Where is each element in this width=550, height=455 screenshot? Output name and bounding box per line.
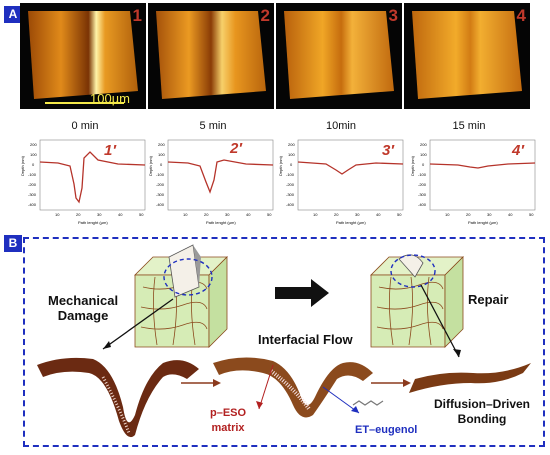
xtick: 30 [97,212,102,217]
afm-number-2: 2 [260,6,270,25]
ytick: -300 [418,192,427,197]
afm-image-2: 2 [148,3,274,109]
xtick: 10 [313,212,318,217]
afm-image-3: 3 [276,3,402,109]
afm-number-4: 4 [516,6,526,25]
ytick: -300 [286,192,295,197]
ytick: 200 [30,142,37,147]
time-label-10: 10min [326,120,356,132]
label-repair: Repair [468,292,509,307]
afm-number-1: 1 [132,6,142,25]
ytick: 100 [30,152,37,157]
ytick: -400 [286,202,295,207]
time-label-15: 15 min [452,120,486,132]
xtick: 50 [529,212,534,217]
xtick: 50 [267,212,272,217]
xtick: 50 [397,212,402,217]
xtick: 20 [76,212,81,217]
time-label-5: 5 min [199,120,227,132]
flow-arrow-icon [213,379,221,387]
ytick: 100 [288,152,295,157]
interfacial-surface [213,357,384,418]
xtick: 40 [376,212,381,217]
ytick: 100 [420,152,427,157]
ytick: -100 [418,172,427,177]
ytick: 100 [158,152,165,157]
xtick: 20 [466,212,471,217]
profile-label-3: 3′ [382,142,394,159]
profile-xlabel: Path lenght (µm) [468,220,498,225]
xtick: 40 [246,212,251,217]
profile-ylabel: Depth (nm) [410,155,415,176]
xtick: 40 [508,212,513,217]
xtick: 40 [118,212,123,217]
afm-number-3: 3 [388,6,398,25]
transition-arrow-icon [275,279,329,307]
ytick: -300 [156,192,165,197]
panel-b-badge: B [4,235,22,252]
profile-label-2: 2′ [230,140,242,157]
profile-ylabel: Depth (nm) [148,155,153,176]
ytick: -400 [28,202,37,207]
label-mechanical-damage: Mechanical Damage [48,293,119,323]
scale-bar-label: 100µm [90,91,131,106]
ytick: 200 [420,142,427,147]
ytick: -200 [156,182,165,187]
xtick: 10 [55,212,60,217]
label-et-eugenol: ET–eugenol [355,424,418,436]
xtick: 30 [487,212,492,217]
ytick: 0 [422,162,425,167]
profile-xlabel: Path lenght (µm) [78,220,108,225]
ytick: -400 [418,202,427,207]
ytick: 200 [158,142,165,147]
xtick: 20 [204,212,209,217]
panel-b-illustration [37,244,531,438]
ytick: -200 [286,182,295,187]
panel-b-frame [23,237,545,447]
depth-profile-1: Depth (nm) Path lenght (µm) 10 20 30 40 … [18,136,149,228]
ytick: -400 [156,202,165,207]
ytick: 0 [160,162,163,167]
repaired-cube [370,254,464,358]
depth-profile-3: Depth (nm) Path lenght (µm) 10 20 30 40 … [276,136,407,228]
profile-xlabel: Path lenght (µm) [336,220,366,225]
ytick: 0 [32,162,35,167]
xtick: 10 [183,212,188,217]
ytick: -200 [418,182,427,187]
afm-image-4: 4 [404,3,530,109]
ytick: 0 [290,162,293,167]
panel-a-badge: A [4,6,22,23]
label-peso-matrix: p–ESO matrix [210,407,247,434]
bond-arrow-icon [403,379,411,387]
afm-image-1: 1 100µm [20,3,146,109]
ytick: -100 [286,172,295,177]
profile-label-1: 1′ [104,142,116,159]
time-label-0: 0 min [71,120,99,132]
xtick: 20 [334,212,339,217]
profile-label-4: 4′ [512,142,524,159]
bonded-surface [409,363,531,393]
depth-profile-4: Depth (nm) Path lenght (µm) 10 20 30 40 … [408,136,539,228]
label-interfacial-flow: Interfacial Flow [258,332,353,347]
xtick: 30 [225,212,230,217]
depth-profile-2: Depth (nm) Path lenght (µm) 10 20 30 40 … [146,136,277,228]
ytick: -100 [156,172,165,177]
profile-xlabel: Path lenght (µm) [206,220,236,225]
xtick: 50 [139,212,144,217]
xtick: 30 [355,212,360,217]
xtick: 10 [445,212,450,217]
profile-ylabel: Depth (nm) [278,155,283,176]
ytick: -200 [28,182,37,187]
ytick: -100 [28,172,37,177]
ytick: -300 [28,192,37,197]
damaged-cube [102,244,228,350]
profile-ylabel: Depth (nm) [20,155,25,176]
label-diffusion-bonding: Diffusion–Driven Bonding [434,397,531,426]
ytick: 200 [288,142,295,147]
damaged-surface [37,357,199,438]
